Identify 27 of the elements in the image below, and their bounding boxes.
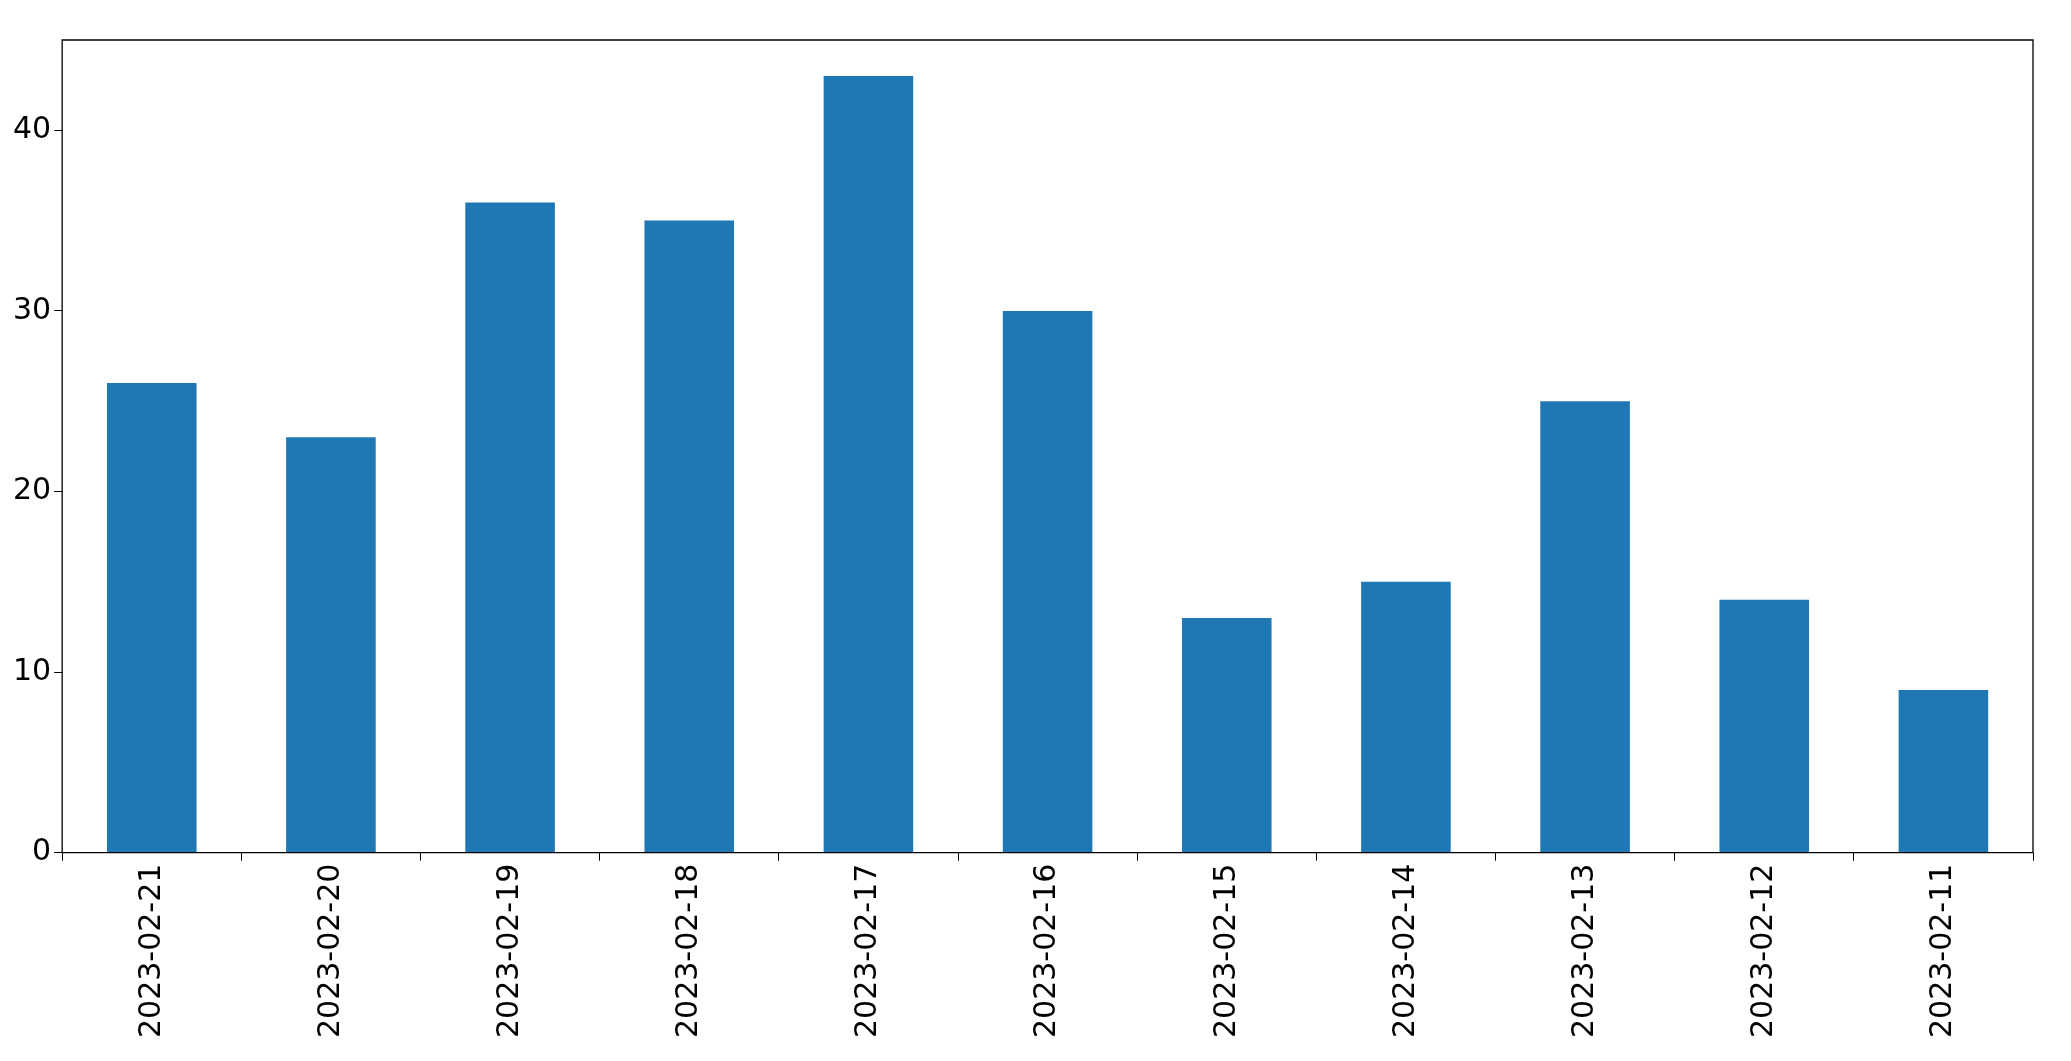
- bar: [1898, 690, 1989, 853]
- bar: [823, 76, 914, 853]
- x-tick-label: 2023-02-15: [1206, 863, 1242, 1039]
- bar: [644, 220, 735, 853]
- x-tick-label: 2023-02-12: [1744, 863, 1780, 1039]
- bar: [286, 437, 376, 853]
- bar: [1181, 617, 1272, 853]
- x-tick-label: 2023-02-16: [1027, 863, 1063, 1039]
- y-tick-label: 10: [12, 651, 52, 687]
- x-tick-label: 2023-02-13: [1564, 863, 1600, 1039]
- bar: [1002, 310, 1093, 853]
- bar: [465, 202, 555, 853]
- x-tick-label: 2023-02-18: [669, 863, 705, 1039]
- x-tick-label: 2023-02-14: [1385, 863, 1421, 1039]
- y-tick-label: 40: [12, 110, 52, 146]
- x-tick-label: 2023-02-20: [310, 863, 346, 1039]
- y-tick-label: 30: [12, 290, 52, 326]
- bar: [1361, 581, 1451, 853]
- bar: [106, 383, 197, 853]
- x-tick-label: 2023-02-19: [489, 863, 525, 1039]
- bar: [1540, 401, 1630, 853]
- x-tick-label: 2023-02-11: [1923, 863, 1959, 1039]
- x-tick-label: 2023-02-17: [848, 863, 884, 1039]
- bar: [1719, 599, 1810, 853]
- y-tick-label: 20: [12, 471, 52, 507]
- y-tick-label: 0: [32, 832, 52, 868]
- x-tick-label: 2023-02-21: [131, 863, 167, 1039]
